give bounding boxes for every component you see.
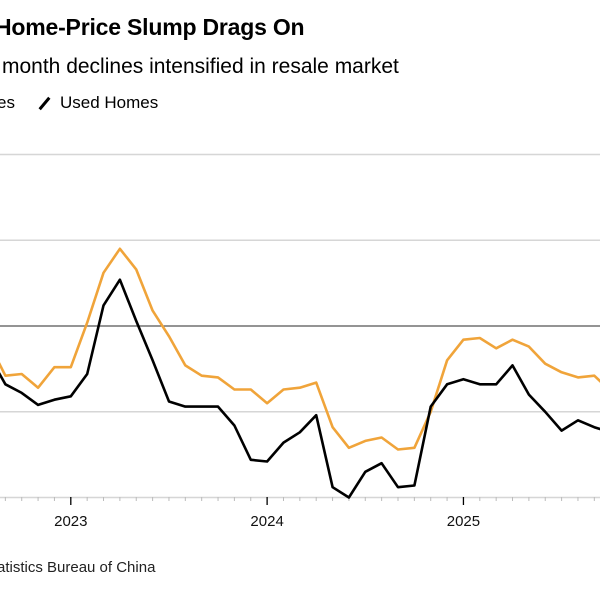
x-tick-label: 2023 <box>54 513 87 530</box>
legend-label-used-homes: Used Homes <box>59 93 159 112</box>
series-line-new-homes <box>0 247 600 451</box>
chart-title: Home-Price Slump Drags On <box>0 14 305 40</box>
series-line-used-homes <box>0 278 600 499</box>
source-note: atistics Bureau of China <box>0 559 156 576</box>
x-tick-label: 2025 <box>447 513 480 530</box>
x-tick-label: 2024 <box>250 513 283 530</box>
legend-label-new-homes: es <box>0 93 15 112</box>
legend: es Used Homes <box>0 93 158 113</box>
chart-subtitle: month declines intensified in resale mar… <box>2 55 399 78</box>
